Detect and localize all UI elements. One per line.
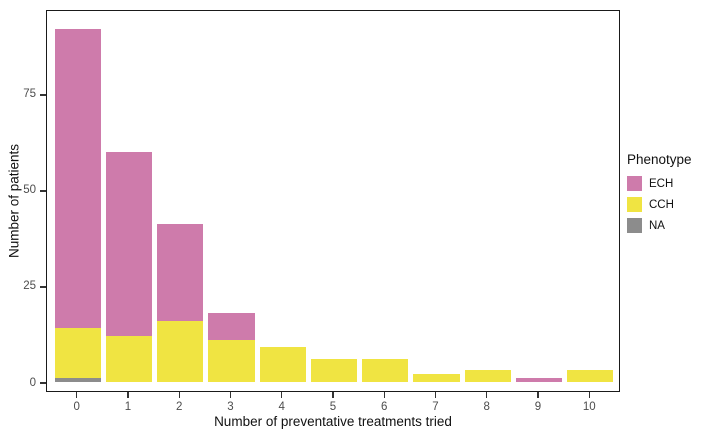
x-tick-label: 10 (582, 401, 596, 413)
plot-panel (46, 10, 620, 392)
x-tick-label: 9 (534, 401, 542, 413)
x-tick-label: 8 (483, 401, 490, 413)
x-tick-mark (127, 392, 129, 398)
legend-label-cch: CCH (649, 198, 674, 211)
x-tick-label: 0 (73, 401, 80, 413)
y-tick-label: 75 (23, 88, 36, 101)
x-tick-mark (76, 392, 78, 398)
legend-item-cch: CCH (627, 197, 692, 212)
x-tick-mark (537, 392, 539, 398)
bar-segment-cch-x10 (567, 370, 614, 382)
bar-segment-na-x0 (54, 378, 101, 382)
x-tick-label: 3 (227, 401, 234, 413)
x-tick-mark (178, 392, 180, 398)
y-tick-label: 25 (23, 280, 36, 293)
x-tick-label: 2 (176, 401, 183, 413)
x-axis-title: Number of preventative treatments tried (214, 414, 452, 429)
x-tick-mark (332, 392, 334, 398)
bar-segment-ech-x1 (105, 151, 153, 336)
bar-segment-ech-x0 (54, 28, 101, 329)
y-tick-label: 0 (29, 376, 36, 389)
x-tick-mark (383, 392, 385, 398)
x-tick-mark (281, 392, 283, 398)
x-tick-label: 1 (124, 401, 132, 413)
y-tick-mark (40, 382, 46, 384)
bar-segment-cch-x7 (413, 374, 460, 382)
bar-segment-ech-x3 (208, 312, 255, 340)
bar-segment-cch-x1 (105, 335, 153, 382)
x-tick-label: 7 (432, 401, 439, 413)
x-tick-label: 6 (381, 401, 388, 413)
bar-segment-cch-x0 (54, 328, 101, 379)
legend-item-na: NA (627, 218, 692, 233)
bar-segment-ech-x9 (515, 378, 563, 382)
legend-label-na: NA (649, 219, 665, 232)
legend: Phenotype ECH CCH NA (627, 152, 692, 239)
legend-item-ech: ECH (627, 176, 692, 191)
x-tick-mark (229, 392, 232, 398)
bar-segment-cch-x2 (157, 320, 204, 382)
y-tick-mark (40, 190, 46, 192)
bar-segment-cch-x4 (259, 347, 306, 382)
bar-segment-cch-x5 (310, 358, 358, 382)
legend-items: ECH CCH NA (627, 176, 692, 233)
bar-segment-cch-x3 (208, 339, 255, 382)
x-tick-label: 5 (329, 401, 337, 413)
legend-title: Phenotype (627, 152, 692, 167)
legend-swatch-cch (627, 197, 642, 212)
x-tick-mark (588, 392, 590, 398)
bar-segment-cch-x8 (464, 370, 511, 382)
x-tick-label: 4 (278, 401, 285, 413)
y-tick-label: 50 (23, 184, 36, 197)
y-tick-mark (40, 286, 46, 288)
y-tick-mark (40, 94, 46, 96)
bar-segment-ech-x2 (157, 224, 204, 321)
legend-swatch-ech (627, 176, 642, 191)
bar-segment-cch-x6 (362, 358, 409, 382)
legend-label-ech: ECH (649, 177, 674, 190)
legend-swatch-na (627, 218, 642, 233)
x-tick-mark (486, 392, 488, 398)
x-tick-mark (434, 392, 437, 398)
